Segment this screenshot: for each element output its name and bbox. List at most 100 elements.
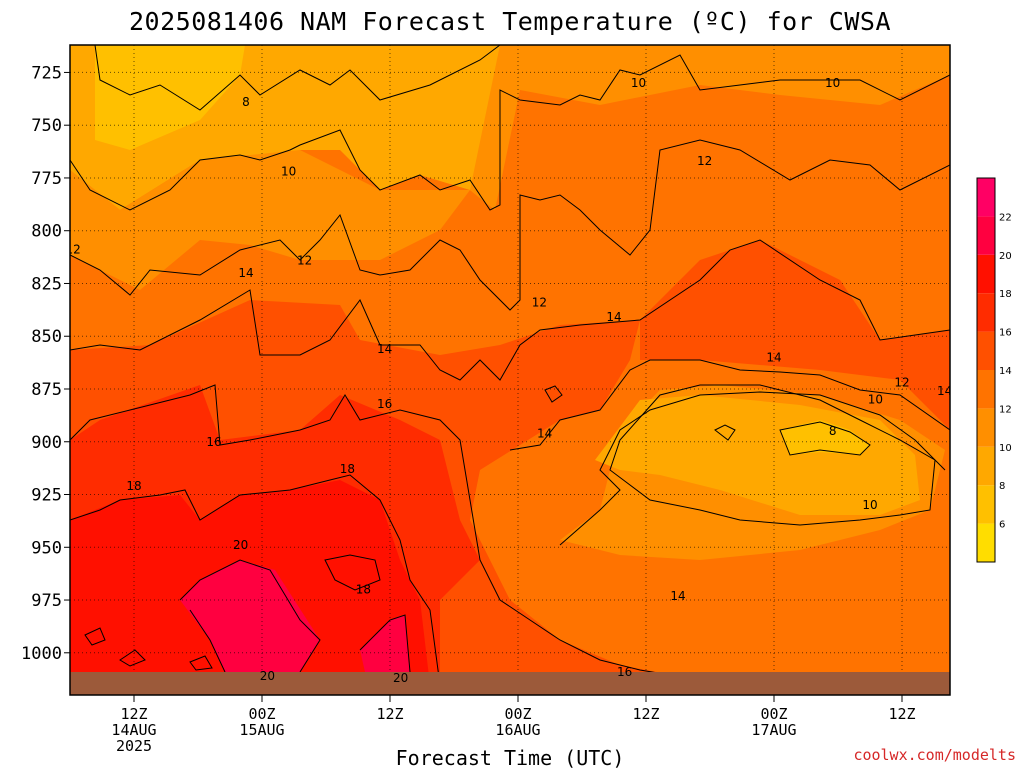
colorbar: 6 8 10 12 14 16 18 20 22: [976, 177, 1012, 563]
contour-label-26: 20: [260, 669, 275, 683]
contour-label-14: 10: [868, 393, 883, 407]
credit-link[interactable]: coolwx.com/modelts: [853, 746, 1016, 764]
y-axis: 725 750 775 800 825 850 875 900 925 950 975 1000: [21, 63, 70, 664]
contour-label-3: 12: [697, 154, 712, 168]
colorbar-label-18: 18: [999, 289, 1012, 300]
contour-label-10: 14: [377, 342, 392, 356]
x-tick-label-60-0: 12Z: [632, 705, 659, 723]
y-tick-label-925: 925: [31, 486, 62, 506]
x-tick-label-24-1: 15AUG: [239, 721, 284, 739]
contour-label-17: 14: [537, 426, 552, 440]
x-tick-label-72-1: 17AUG: [751, 721, 796, 739]
colorbar-swatch-4: [977, 370, 995, 409]
colorbar-swatch-9: [977, 178, 995, 217]
band-6-8-corner: [95, 45, 245, 150]
x-tick-label-84-0: 12Z: [888, 705, 915, 723]
contour-line-11: [359, 614, 411, 673]
temperature-field: [70, 45, 950, 695]
colorbar-swatch-8: [977, 216, 995, 255]
surface-fill: [70, 672, 950, 695]
contour-label-23: 10: [862, 498, 877, 512]
contour-line-17: [119, 649, 146, 667]
x-axis-label: Forecast Time (UTC): [396, 746, 625, 768]
y-tick-label-1000: 1000: [21, 644, 62, 664]
colorbar-label-10: 10: [999, 443, 1012, 454]
band-20-22-b: [360, 615, 410, 672]
x-tick-label-24-0: 00Z: [248, 705, 275, 723]
y-tick-label-900: 900: [31, 433, 62, 453]
x-tick-label-48-0: 00Z: [504, 705, 531, 723]
contour-label-22: 18: [356, 582, 371, 596]
contour-labels: 8 10 10 12 10 12 12 12 14 14 14 14 12 14 10 8 16 14 16 18 18…: [66, 76, 952, 685]
contour-label-6: 12: [297, 253, 312, 267]
contour-line-9: [179, 559, 321, 673]
contour-label-24: 14: [670, 589, 685, 603]
colorbar-swatch-6: [977, 293, 995, 332]
contour-line-4: [70, 384, 771, 686]
contour-line-5: [509, 359, 950, 451]
y-tick-label-750: 750: [31, 116, 62, 136]
contour-label-16: 16: [377, 397, 392, 411]
contour-label-11: 14: [766, 350, 781, 364]
y-tick-label-825: 825: [31, 274, 62, 294]
contour-label-19: 18: [126, 479, 141, 493]
contour-line-18: [189, 655, 213, 671]
colorbar-label-20: 20: [999, 251, 1012, 262]
x-tick-label-12-1: 14AUG: [111, 721, 156, 739]
contour-label-0: 8: [242, 95, 250, 109]
y-tick-label-875: 875: [31, 380, 62, 400]
colorbar-label-6: 6: [999, 520, 1005, 531]
contour-line-7: [609, 384, 936, 526]
contour-line-14: [714, 424, 736, 441]
y-tick-label-800: 800: [31, 222, 62, 242]
band-14-16-right: [640, 240, 950, 430]
x-tick-label-12-2: 2025: [116, 737, 152, 755]
contour-line-8: [559, 391, 946, 546]
contour-label-15: 8: [829, 424, 837, 438]
band-10-12-mid: [70, 45, 950, 290]
contour-label-21: 20: [233, 538, 248, 552]
contour-line-2: [70, 139, 950, 311]
contour-line-12: [324, 554, 381, 591]
contour-label-1: 10: [631, 76, 646, 90]
contour-label-27: 20: [393, 671, 408, 685]
contour-label-12: 12: [894, 376, 909, 390]
colorbar-label-22: 22: [999, 212, 1012, 223]
y-tick-label-725: 725: [31, 63, 62, 83]
band-20-22-a: [180, 560, 320, 672]
contour-label-2: 10: [825, 76, 840, 90]
contour-line-13: [779, 421, 871, 456]
contour-line-10: [189, 609, 226, 673]
y-tick-label-975: 975: [31, 591, 62, 611]
contour-label-4: 10: [281, 165, 296, 179]
colorbar-swatch-2: [977, 446, 995, 486]
contour-label-25: 16: [617, 665, 632, 679]
contour-line-15: [544, 385, 563, 403]
surface-terrain: [70, 672, 950, 695]
contour-label-13: 14: [937, 384, 952, 398]
contour-line-3: [70, 239, 950, 381]
plot-frame: [69, 44, 951, 696]
colorbar-label-8: 8: [999, 481, 1005, 492]
colorbar-label-14: 14: [999, 366, 1012, 377]
y-tick-label-775: 775: [31, 169, 62, 189]
y-tick-label-950: 950: [31, 538, 62, 558]
contour-line-6: [70, 474, 441, 686]
colorbar-label-16: 16: [999, 328, 1012, 339]
contour-line-16: [84, 627, 106, 646]
colorbar-swatch-1: [977, 485, 995, 524]
band-6-8-right: [780, 420, 870, 455]
x-tick-label-72-0: 00Z: [760, 705, 787, 723]
band-8-10-right: [595, 395, 920, 515]
colorbar-swatch-0: [977, 523, 995, 562]
contour-lines: [70, 45, 950, 686]
chart-title: 2025081406 NAM Forecast Temperature (ºC)…: [129, 7, 891, 36]
x-tick-label-48-1: 16AUG: [495, 721, 540, 739]
colorbar-swatch-3: [977, 408, 995, 447]
contour-label-8: 14: [238, 266, 253, 280]
contour-label-5: 12: [66, 243, 81, 257]
colorbar-label-12: 12: [999, 404, 1012, 415]
x-tick-label-36-0: 12Z: [376, 705, 403, 723]
